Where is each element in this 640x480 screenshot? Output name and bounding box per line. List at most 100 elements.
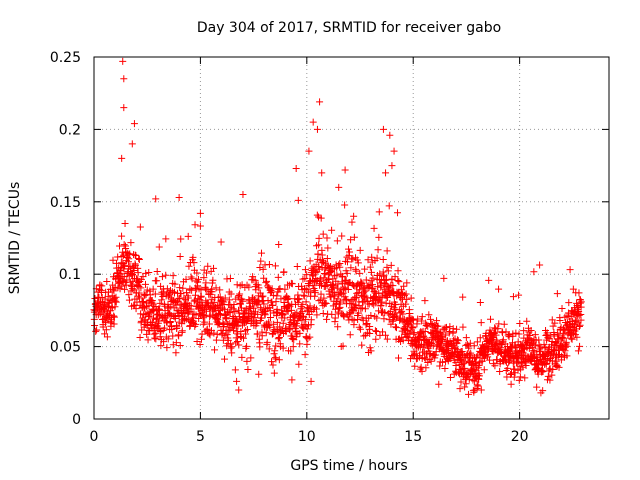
data-point (368, 253, 376, 261)
data-point (272, 355, 280, 363)
data-point (190, 297, 198, 305)
data-point (512, 343, 520, 351)
data-point (362, 276, 370, 284)
data-point (237, 296, 245, 304)
data-point (288, 376, 296, 384)
data-point (141, 280, 149, 288)
data-point (456, 385, 464, 393)
data-point (255, 284, 263, 292)
data-point (435, 380, 443, 388)
data-point (400, 282, 408, 290)
data-point (358, 341, 366, 349)
data-point (576, 342, 584, 350)
data-point (483, 344, 491, 352)
data-point (427, 319, 435, 327)
data-point (549, 322, 557, 330)
data-point (368, 300, 376, 308)
data-point (151, 334, 159, 342)
data-point (156, 328, 164, 336)
data-point (276, 285, 284, 293)
data-point (533, 383, 541, 391)
data-point (350, 316, 358, 324)
data-point (394, 290, 402, 298)
data-point (103, 333, 111, 341)
data-point (374, 246, 382, 254)
data-point (475, 375, 483, 383)
data-point (258, 332, 266, 340)
data-point (543, 349, 551, 357)
data-point (487, 315, 495, 323)
data-point (336, 259, 344, 267)
data-point (394, 267, 402, 275)
data-point (333, 271, 341, 279)
data-point (505, 358, 513, 366)
data-point (375, 208, 383, 216)
data-point (240, 334, 248, 342)
data-point (389, 317, 397, 325)
data-point (136, 294, 144, 302)
data-point (156, 299, 164, 307)
data-point (127, 239, 135, 247)
data-point (316, 98, 324, 106)
data-point (283, 295, 291, 303)
data-point (515, 291, 523, 299)
data-point (194, 275, 202, 283)
data-point (313, 311, 321, 319)
data-point (356, 269, 364, 277)
data-point (273, 312, 281, 320)
data-point (521, 374, 529, 382)
data-point (212, 336, 220, 344)
data-point (573, 333, 581, 341)
data-point (275, 356, 283, 364)
data-point (239, 191, 247, 199)
data-point (231, 308, 239, 316)
data-point (473, 338, 481, 346)
data-point (311, 269, 319, 277)
data-point (209, 276, 217, 284)
data-point (259, 265, 267, 273)
data-point (555, 363, 563, 371)
data-point (230, 301, 238, 309)
data-point (459, 323, 467, 331)
data-point (236, 282, 244, 290)
data-point (135, 255, 143, 263)
data-point (130, 120, 138, 128)
data-point (362, 321, 370, 329)
data-point (163, 344, 171, 352)
data-point (376, 270, 384, 278)
data-point (548, 338, 556, 346)
data-point (253, 319, 261, 327)
data-point (307, 316, 315, 324)
data-point (226, 309, 234, 317)
data-point (358, 279, 366, 287)
data-point (118, 154, 126, 162)
data-point (337, 343, 345, 351)
data-point (284, 295, 292, 303)
data-point (361, 292, 369, 300)
data-point (300, 292, 308, 300)
data-point (354, 259, 362, 267)
data-point (91, 322, 99, 330)
x-tick-label: 0 (90, 429, 99, 445)
data-point (217, 238, 225, 246)
data-point (275, 334, 283, 342)
data-point (493, 356, 501, 364)
data-point (324, 244, 332, 252)
data-point (319, 256, 327, 264)
data-point (397, 286, 405, 294)
data-point (401, 291, 409, 299)
data-point (473, 353, 481, 361)
data-point (508, 369, 516, 377)
data-point (165, 291, 173, 299)
data-point (196, 341, 204, 349)
data-point (181, 309, 189, 317)
data-point (225, 296, 233, 304)
data-point (258, 293, 266, 301)
data-point (295, 360, 303, 368)
data-point (294, 291, 302, 299)
data-point (162, 235, 170, 243)
data-point (465, 390, 473, 398)
data-point (216, 286, 224, 294)
data-point (472, 358, 480, 366)
data-point (254, 310, 262, 318)
